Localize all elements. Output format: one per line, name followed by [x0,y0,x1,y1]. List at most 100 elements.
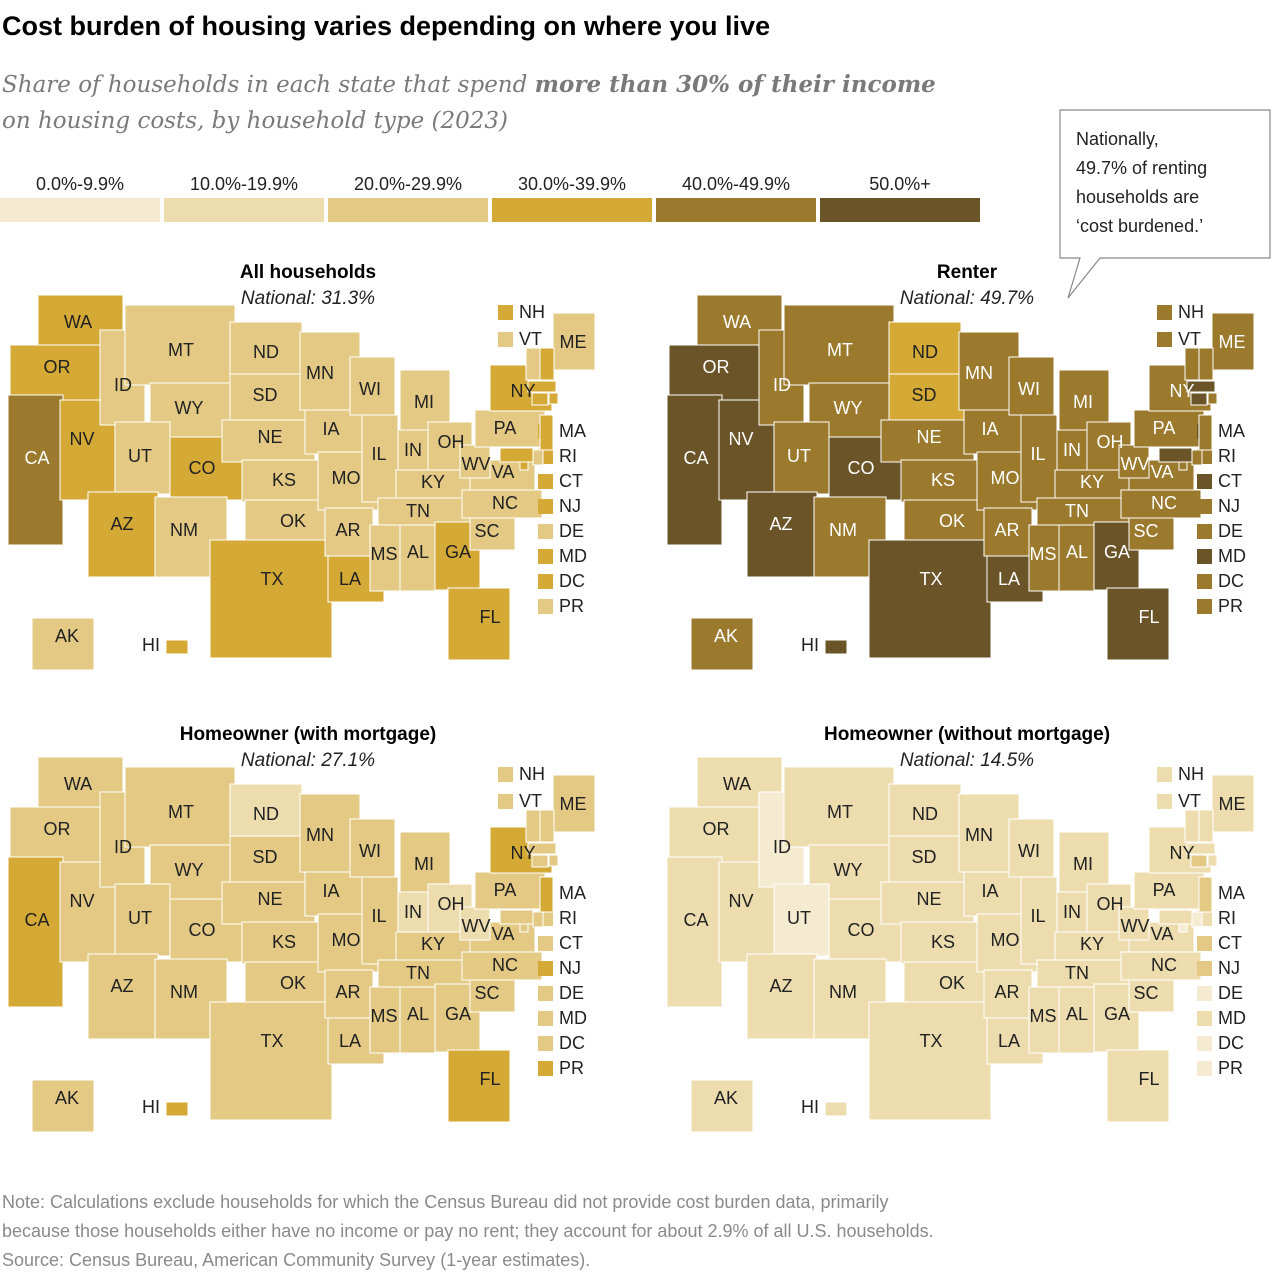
state-shape [474,409,546,448]
state-key-swatch [498,332,513,347]
state-label: MI [1073,392,1093,412]
state-key-label: PR [559,1058,584,1078]
state-label: MT [827,802,853,822]
state-label: MN [306,363,334,383]
state-shape [868,539,992,659]
state-shape [324,969,374,1019]
state-shape [7,856,64,1008]
state-shape [666,394,723,546]
state-key-label: DE [1218,521,1243,541]
state-labels: WA OR CA NV ID MT WY UT CO AZ NM ND SD NE KS OK TX MN IA MO… [683,774,1245,1117]
state-label: IN [404,902,422,922]
state-label: NC [1151,493,1177,513]
state-label: CO [848,920,875,940]
state-label: WI [359,379,381,399]
state-label: TN [1065,963,1089,983]
state-shape [399,986,436,1054]
state-key-label: MA [559,883,586,903]
state-label: MS [371,1006,398,1026]
state-label: OR [44,357,71,377]
state-label: GA [445,1004,471,1024]
state-label: MS [1030,544,1057,564]
state-label: AR [335,520,360,540]
state-key-swatch [1197,524,1212,539]
state-label: TX [919,1031,942,1051]
state-shape [304,409,366,455]
state-shape [690,1079,754,1133]
state-label: WI [1018,841,1040,861]
state-shape [1198,876,1213,913]
state-label: AZ [110,976,133,996]
state-label: SC [474,521,499,541]
state-key-label: RI [1218,446,1236,466]
state-key-label: NH [519,764,545,784]
state-key-label: RI [559,908,577,928]
state-label: PA [494,880,517,900]
state-label: IN [1063,440,1081,460]
state-label: NC [1151,955,1177,975]
state-label: SC [474,983,499,1003]
state-shape [539,876,554,913]
legend-swatch [0,198,160,222]
state-label: CA [24,448,49,468]
state-label: AZ [110,514,133,534]
state-label: FL [1138,607,1159,627]
state-labels: WA OR CA NV ID MT WY UT CO AZ NM ND SD NE KS OK TX MN IA MO… [24,774,586,1117]
map-panel: Homeowner (without mortgage) National: 14… [666,724,1255,1133]
state-label: NM [829,520,857,540]
state-shape [552,312,596,371]
legend-swatch [820,198,980,222]
state-label: KY [421,934,445,954]
state-label: ME [1219,794,1246,814]
state-key-label: NJ [1218,496,1240,516]
state-label: HI [801,635,819,655]
state-label: ND [253,804,279,824]
state-label: WI [1018,379,1040,399]
state-key-swatch [498,794,513,809]
legend-label: 20.0%-29.9% [354,174,462,194]
map-title: Homeowner (without mortgage) [824,724,1110,745]
state-label: PA [1153,418,1176,438]
state-key-swatch [1197,1061,1212,1076]
state-shape [221,881,316,925]
legend-label: 40.0%-49.9% [682,174,790,194]
state-key-label: NJ [559,496,581,516]
state-label: AZ [769,976,792,996]
state-label: NE [916,889,941,909]
state-shape [1190,392,1208,406]
state-label: MT [827,340,853,360]
state-key-swatch [1197,474,1212,489]
state-key-swatch [538,574,553,589]
state-key-label: CT [1218,933,1242,953]
state-shape [880,419,975,463]
legend-swatch [656,198,816,222]
state-shape [377,959,479,988]
state-shape [1128,978,1175,1013]
state-shape [324,507,374,557]
state-shape [1186,842,1216,855]
state-label: NC [492,955,518,975]
state-shape [1158,447,1193,463]
state-key-swatch [1197,499,1212,514]
state-key-swatch [538,1061,553,1076]
state-label: NM [829,982,857,1002]
state-label: WA [64,312,92,332]
subtitle-emphasis: more than 30% of their income [535,71,936,98]
state-shape [229,783,303,839]
state-label: UT [128,908,152,928]
state-key-label: PR [559,596,584,616]
state-shape [399,831,451,893]
state-shape [888,321,962,377]
state-shape [349,818,396,878]
map-panel: Homeowner (with mortgage) National: 27.1%… [7,724,596,1133]
state-label: SC [1133,983,1158,1003]
state-label: LA [339,1031,361,1051]
state-label: PA [1153,880,1176,900]
state-label: NY [510,843,535,863]
note-line: Note: Calculations exclude households fo… [2,1192,889,1212]
state-label: WY [834,860,863,880]
map-title: Homeowner (with mortgage) [180,724,437,745]
state-label: WY [175,860,204,880]
state-label: IA [981,881,998,901]
state-label: LA [339,569,361,589]
